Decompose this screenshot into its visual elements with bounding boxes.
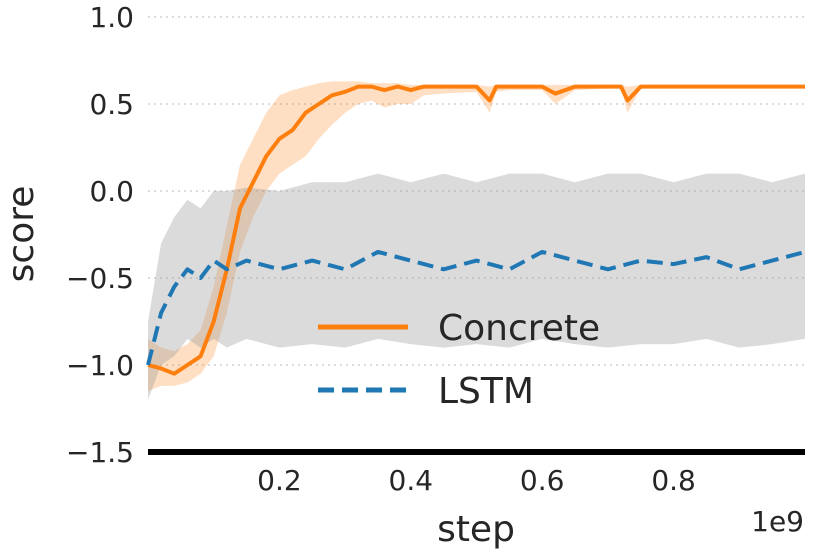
series-lines	[146, 84, 806, 376]
y-tick-label: −1.0	[66, 349, 134, 382]
confidence-bands	[148, 81, 805, 400]
y-tick-labels: 1.0 0.5 0.0 −0.5 −1.0 −1.5	[66, 1, 134, 469]
y-tick-label: 0.0	[89, 175, 134, 208]
y-tick-label: −0.5	[66, 262, 134, 295]
x-axis-offset-label: 1e9	[751, 505, 804, 538]
x-axis-label: step	[437, 509, 515, 550]
series-line-concrete	[147, 84, 805, 376]
x-tick-label: 0.4	[389, 464, 434, 497]
series-line-lstm	[146, 249, 806, 366]
x-tick-label: 0.8	[651, 464, 696, 497]
y-axis-label: score	[1, 186, 42, 283]
x-tick-label: 0.6	[520, 464, 565, 497]
y-tick-label: 1.0	[89, 1, 134, 34]
legend-label-concrete: Concrete	[438, 308, 600, 349]
legend-label-lstm: LSTM	[438, 371, 534, 412]
band-lstm	[148, 173, 805, 400]
y-tick-label: −1.5	[66, 436, 134, 469]
x-tick-label: 0.2	[257, 464, 302, 497]
gridlines	[148, 16, 805, 366]
x-tick-labels: 0.2 0.4 0.6 0.8	[257, 464, 696, 497]
y-tick-label: 0.5	[89, 88, 134, 121]
legend: Concrete LSTM	[318, 308, 600, 412]
